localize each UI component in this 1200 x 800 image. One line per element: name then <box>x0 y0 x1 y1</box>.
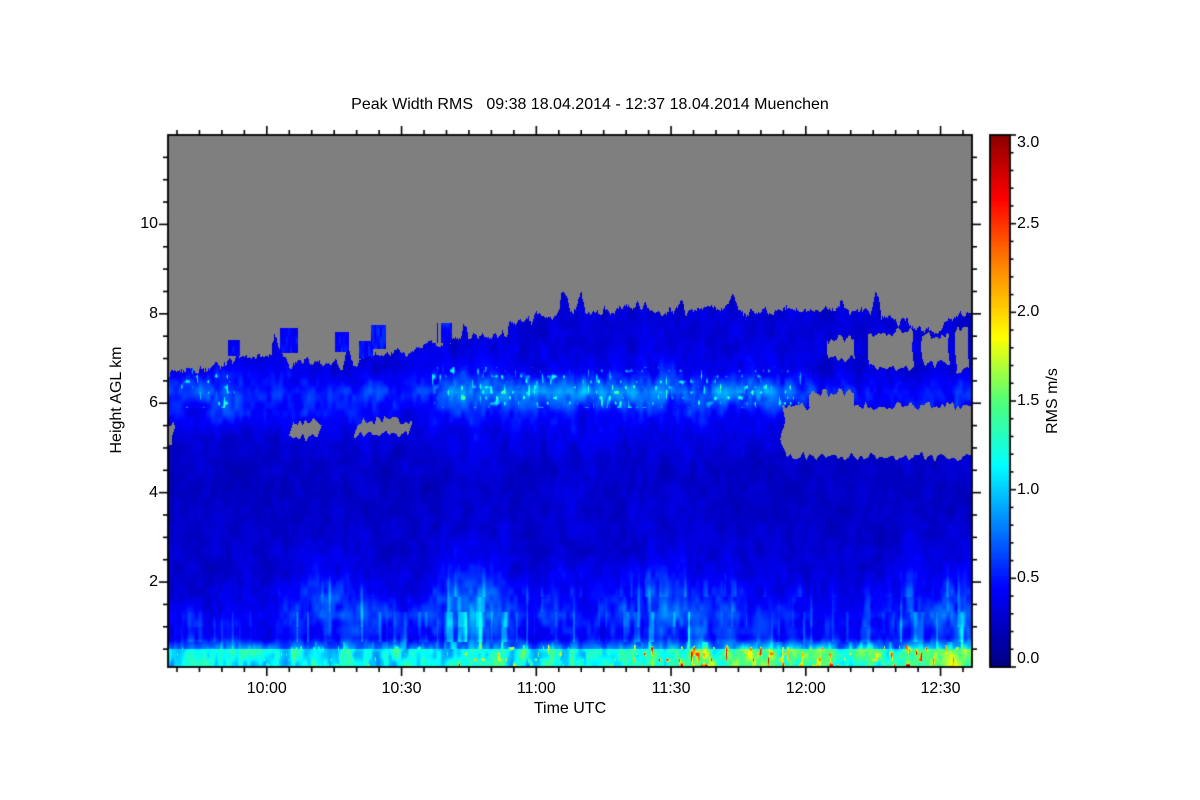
y-tick-label: 10 <box>140 215 158 233</box>
y-tick-label: 2 <box>149 573 158 591</box>
x-tick-label: 10:00 <box>246 680 287 697</box>
colorbar-tick-label: 3.0 <box>1017 134 1040 151</box>
x-tick-label: 12:30 <box>920 680 961 697</box>
colorbar-tick-label: 1.5 <box>1017 392 1040 409</box>
chart-title: Peak Width RMS 09:38 18.04.2014 - 12:37 … <box>351 96 829 113</box>
colorbar-tick-label: 0.5 <box>1017 569 1040 587</box>
y-tick-label: 6 <box>149 394 158 412</box>
x-tick-label: 11:00 <box>516 680 556 697</box>
y-tick-label: 8 <box>149 304 158 322</box>
colorbar-tick-label: 1.0 <box>1017 480 1040 498</box>
x-tick-label: 11:30 <box>651 680 691 697</box>
x-tick-label: 10:30 <box>381 680 422 697</box>
x-tick-label: 12:00 <box>785 680 826 697</box>
colorbar-tick-label: 2.0 <box>1017 303 1040 321</box>
x-axis-label: Time UTC <box>533 700 607 717</box>
y-tick-label: 4 <box>149 483 158 501</box>
colorbar-tick-label: 2.5 <box>1017 214 1040 232</box>
colorbar-tick-label: 0.0 <box>1017 650 1040 667</box>
